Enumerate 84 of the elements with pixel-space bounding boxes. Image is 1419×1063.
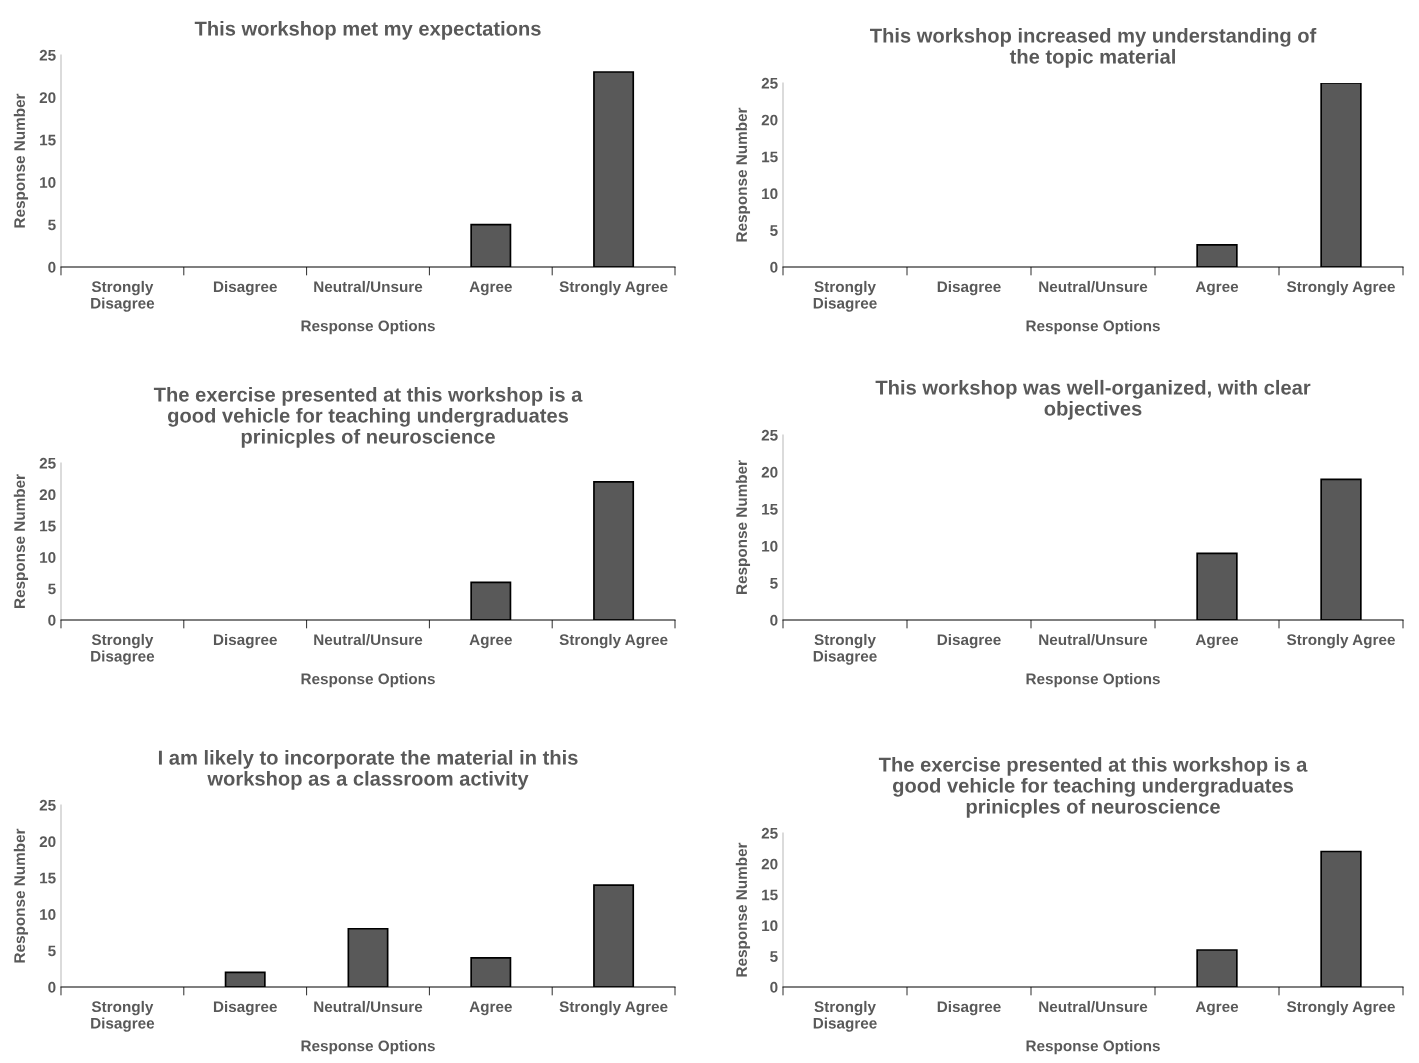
x-tick-label: Agree bbox=[1195, 281, 1239, 296]
y-tick-label: 25 bbox=[39, 49, 56, 61]
y-axis-title: Response Number bbox=[735, 107, 751, 242]
x-tick-label: Disagree bbox=[937, 633, 1001, 649]
y-tick-label: 0 bbox=[48, 261, 56, 273]
y-tick-label: 20 bbox=[761, 114, 778, 126]
y-tick-label: 15 bbox=[762, 504, 778, 515]
x-tick-label: Strongly Disagree bbox=[813, 1000, 877, 1032]
x-tick-label: Strongly Agree bbox=[559, 1000, 668, 1016]
x-tick-label: Neutral/Unsure bbox=[1039, 633, 1148, 646]
x-tick-label: Neutral/Unsure bbox=[314, 633, 423, 646]
y-tick-label: 25 bbox=[39, 457, 56, 469]
x-tick-label: Strongly Agree bbox=[1286, 1000, 1395, 1016]
x-tick-label: Neutral/Unsure bbox=[1039, 280, 1148, 293]
y-axis-title: Response Number bbox=[13, 474, 29, 608]
x-tick-label: Strongly Disagree bbox=[91, 280, 155, 312]
y-tick-label: 0 bbox=[770, 981, 778, 993]
x-tick-label: Strongly Disagree bbox=[813, 280, 877, 312]
x-tick-label: Neutral/Unsure bbox=[314, 280, 423, 293]
y-axis-title: Response Number bbox=[735, 842, 751, 977]
x-tick-label: Agree bbox=[1195, 1001, 1239, 1016]
y-tick-label: 5 bbox=[48, 583, 56, 595]
x-tick-label: Disagree bbox=[213, 280, 277, 296]
y-tick-label: 15 bbox=[40, 872, 56, 884]
chart-title: The exercise presented at this workshop is a good vehicle for teaching undergraduates prinicples of neuroscience bbox=[878, 756, 1308, 818]
y-tick-label: 25 bbox=[761, 77, 778, 89]
x-tick-label: Agree bbox=[469, 634, 512, 649]
y-tick-label: 5 bbox=[48, 219, 56, 231]
chart-title: This workshop increased my understanding of the topic material bbox=[870, 27, 1317, 68]
x-tick-label: Disagree bbox=[937, 1000, 1001, 1016]
x-tick-label: Strongly Agree bbox=[1286, 633, 1395, 649]
y-tick-label: 20 bbox=[39, 836, 56, 848]
y-tick-label: 20 bbox=[39, 489, 56, 501]
y-tick-label: 20 bbox=[761, 858, 778, 870]
x-axis-title: Response Options bbox=[1026, 320, 1160, 335]
y-tick-label: 10 bbox=[40, 177, 56, 188]
y-tick-label: 5 bbox=[770, 951, 778, 962]
y-tick-label: 0 bbox=[770, 261, 778, 273]
y-tick-label: 20 bbox=[39, 92, 56, 104]
x-tick-label: Agree bbox=[469, 1001, 512, 1016]
y-axis-title: Response Number bbox=[13, 828, 29, 963]
y-tick-label: 25 bbox=[39, 799, 56, 811]
y-axis-title: Response Number bbox=[735, 460, 751, 594]
y-tick-label: 5 bbox=[770, 225, 778, 236]
y-tick-label: 5 bbox=[48, 945, 56, 957]
y-axis-title: Response Number bbox=[13, 93, 29, 228]
chart-title: This workshop was well-organized, with clear objectives bbox=[875, 379, 1311, 420]
x-tick-label: Strongly Disagree bbox=[813, 633, 877, 665]
chart-title: This workshop met my expectations bbox=[194, 20, 541, 40]
x-axis-title: Response Options bbox=[301, 673, 435, 688]
y-tick-label: 0 bbox=[48, 614, 56, 626]
x-tick-label: Disagree bbox=[213, 1000, 277, 1016]
x-tick-label: Strongly Agree bbox=[559, 633, 668, 649]
y-tick-label: 10 bbox=[762, 188, 778, 200]
x-tick-label: Neutral/Unsure bbox=[314, 1000, 423, 1013]
x-tick-label: Agree bbox=[1195, 634, 1239, 649]
x-tick-label: Agree bbox=[469, 281, 512, 296]
x-tick-label: Neutral/Unsure bbox=[1039, 1000, 1148, 1013]
y-tick-label: 25 bbox=[761, 429, 778, 441]
x-tick-label: Disagree bbox=[937, 280, 1001, 296]
x-tick-label: Strongly Disagree bbox=[91, 1000, 155, 1032]
y-tick-label: 15 bbox=[40, 520, 56, 532]
y-tick-label: 0 bbox=[770, 614, 778, 626]
y-tick-label: 0 bbox=[48, 981, 56, 993]
y-tick-label: 5 bbox=[770, 578, 778, 589]
x-axis-title: Response Options bbox=[1026, 673, 1160, 688]
y-tick-label: 15 bbox=[762, 151, 778, 163]
y-tick-label: 15 bbox=[40, 134, 56, 146]
y-tick-label: 25 bbox=[761, 827, 778, 839]
x-axis-title: Response Options bbox=[1026, 1040, 1160, 1055]
y-tick-label: 20 bbox=[761, 466, 778, 478]
x-tick-label: Strongly Agree bbox=[559, 280, 668, 296]
y-tick-label: 10 bbox=[762, 920, 778, 932]
chart-title: I am likely to incorporate the material in this workshop as a classroom activity bbox=[158, 750, 578, 790]
x-axis-title: Response Options bbox=[301, 320, 435, 335]
y-tick-label: 10 bbox=[40, 552, 56, 563]
y-tick-label: 15 bbox=[762, 889, 778, 901]
x-tick-label: Strongly Agree bbox=[1286, 280, 1395, 296]
x-axis-title: Response Options bbox=[301, 1040, 435, 1055]
x-tick-label: Strongly Disagree bbox=[91, 633, 155, 665]
y-tick-label: 10 bbox=[762, 540, 778, 552]
chart-title: The exercise presented at this workshop is a good vehicle for teaching undergraduates prinicples of neuroscience bbox=[153, 386, 583, 448]
y-tick-label: 10 bbox=[40, 909, 56, 920]
x-tick-label: Disagree bbox=[213, 633, 277, 649]
